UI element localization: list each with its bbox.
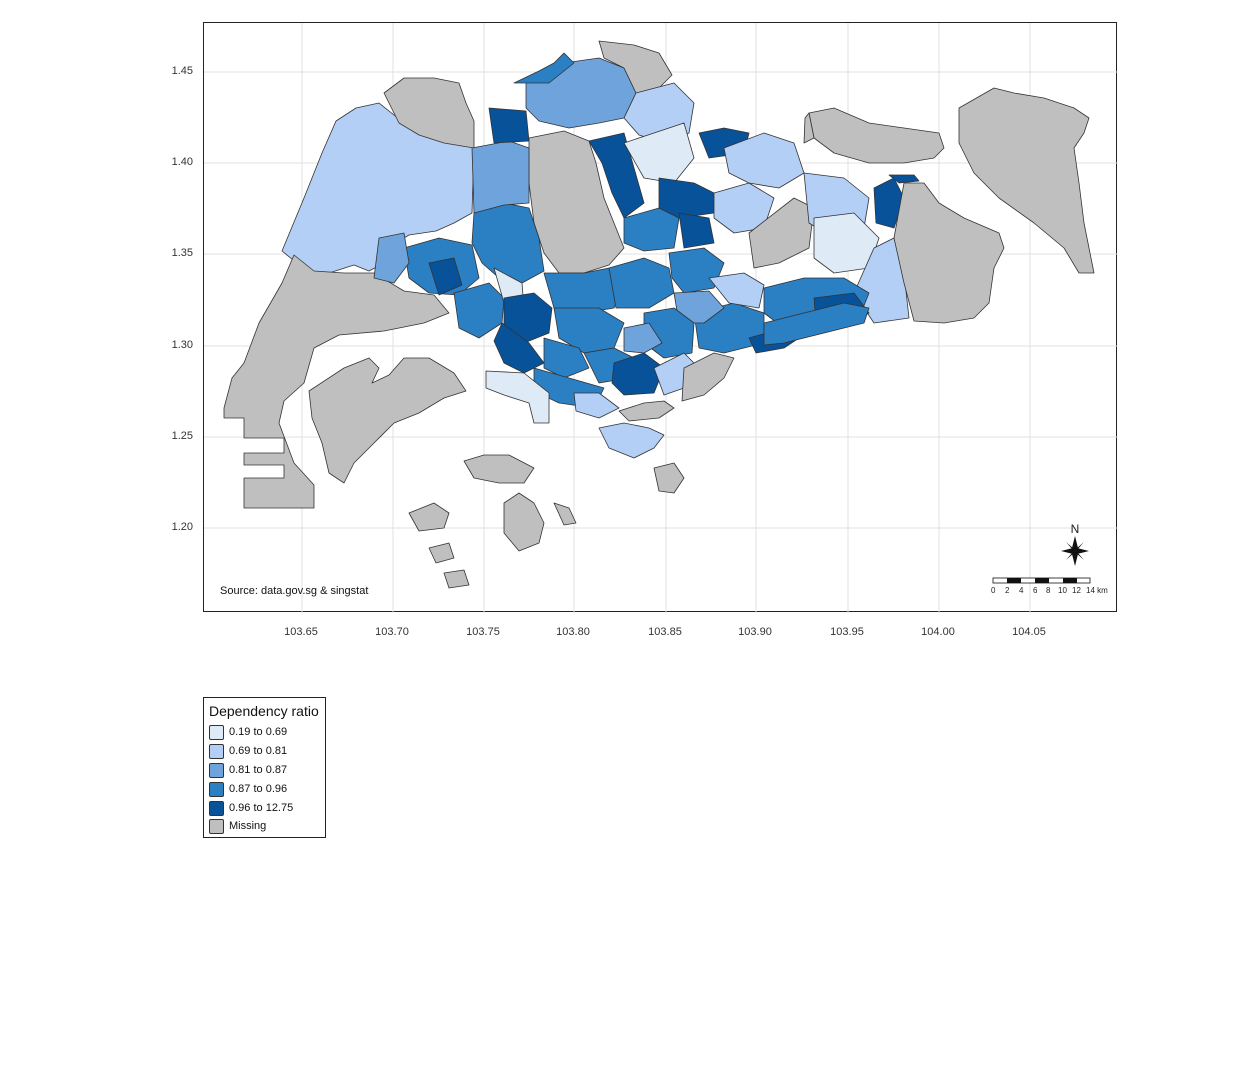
southern-island-3-missing-region[interactable] [428,542,455,564]
y-tick-label: 1.40 [171,156,193,168]
serangoon-region[interactable] [668,247,725,294]
sentosa-missing-region[interactable] [618,400,675,422]
y-tick-label: 1.25 [171,430,193,442]
x-tick-label: 103.90 [738,626,772,638]
paya-lebar-region[interactable] [748,197,815,269]
legend-item[interactable]: 0.19 to 0.69 [209,724,287,740]
x-tick-label: 103.80 [556,626,590,638]
seletar-region[interactable] [623,122,695,184]
pulau-tekong-missing-region[interactable] [958,87,1095,274]
changi-airport-missing-region[interactable] [893,182,1005,324]
legend-item[interactable]: 0.81 to 0.87 [209,762,287,778]
tanjong-pagar-region[interactable] [573,392,620,419]
legend: Dependency ratio 0.19 to 0.69 0.69 to 0.… [203,697,326,838]
x-tick-label: 103.70 [375,626,409,638]
legend-item[interactable]: 0.96 to 12.75 [209,800,293,816]
legend-label: 0.87 to 0.96 [229,783,288,795]
woodlands-region[interactable] [525,57,637,129]
rochor-region[interactable] [623,322,663,354]
x-tick-label: 103.65 [284,626,318,638]
legend-label: 0.81 to 0.87 [229,764,288,776]
legend-label: 0.69 to 0.81 [229,745,288,757]
legend-swatch [209,800,224,816]
clementi-region[interactable] [453,282,505,339]
pulau-ubin-east-missing-region[interactable] [803,112,815,144]
changi-coastal-region[interactable] [763,302,870,346]
tanglin-region[interactable] [543,337,590,379]
scale-label: 12 [1072,586,1081,595]
pulau-semakau-missing-region[interactable] [503,492,545,552]
legend-title: Dependency ratio [209,703,319,719]
y-tick-label: 1.45 [171,65,193,77]
southern-island-5-missing-region[interactable] [553,502,577,526]
choropleth-map[interactable] [204,23,1118,613]
scale-label: 2 [1005,586,1010,595]
boon-lay-region[interactable] [428,257,463,296]
compass-icon [1061,536,1089,566]
coney-island-region[interactable] [888,174,920,184]
legend-label: 0.19 to 0.69 [229,726,288,738]
source-note: Source: data.gov.sg & singstat [220,585,369,597]
north-label: N [1070,522,1080,536]
scale-bar [992,577,1091,584]
legend-label: 0.96 to 12.75 [229,802,294,814]
x-tick-label: 103.75 [466,626,500,638]
legend-label: Missing [229,820,267,832]
hougang-region[interactable] [623,207,680,252]
y-tick-label: 1.20 [171,521,193,533]
scale-label: 8 [1046,586,1051,595]
southern-island-1-missing-region[interactable] [408,502,450,532]
legend-item[interactable]: Missing [209,818,266,834]
marina-bay-missing-region[interactable] [681,352,735,402]
macpherson-region[interactable] [708,272,765,309]
bukit-batok-region[interactable] [471,202,545,284]
western-catchment-region[interactable] [281,102,475,274]
legend-swatch [209,762,224,778]
pasir-panjang-region[interactable] [485,370,550,424]
southern-island-2-missing-region[interactable] [463,454,535,484]
woodlands-north-region[interactable] [513,52,575,84]
x-tick-label: 104.00 [921,626,955,638]
scale-label: 6 [1033,586,1038,595]
scale-label: 4 [1019,586,1024,595]
ang-mo-kio-region[interactable] [588,132,645,219]
hougang-east-region[interactable] [678,212,715,249]
legend-swatch [209,743,224,759]
pulau-ubin-missing-region[interactable] [808,107,945,164]
southern-island-4-missing-region[interactable] [443,569,470,589]
legend-swatch [209,781,224,797]
legend-swatch [209,818,224,834]
st-johns-island-region[interactable] [598,422,665,459]
x-tick-label: 103.95 [830,626,864,638]
punggol-area-region[interactable] [723,132,805,189]
jurong-island-missing-region[interactable] [308,357,467,484]
north-west-missing-region[interactable] [383,77,475,149]
southern-island-6-missing-region[interactable] [653,462,685,494]
map-panel[interactable] [203,22,1118,613]
tuas-missing-region[interactable] [223,254,450,509]
scale-label: 10 [1058,586,1067,595]
scale-label: 14 km [1086,586,1108,595]
toa-payoh-region[interactable] [608,257,675,309]
y-tick-label: 1.30 [171,339,193,351]
jurong-west-region[interactable] [373,232,410,284]
bukit-panjang-region[interactable] [471,140,530,214]
y-tick-label: 1.35 [171,247,193,259]
x-tick-label: 103.85 [648,626,682,638]
legend-item[interactable]: 0.69 to 0.81 [209,743,287,759]
legend-swatch [209,724,224,740]
choa-chu-kang-region[interactable] [488,107,530,144]
x-tick-label: 104.05 [1012,626,1046,638]
scale-label: 0 [991,586,996,595]
legend-item[interactable]: 0.87 to 0.96 [209,781,287,797]
